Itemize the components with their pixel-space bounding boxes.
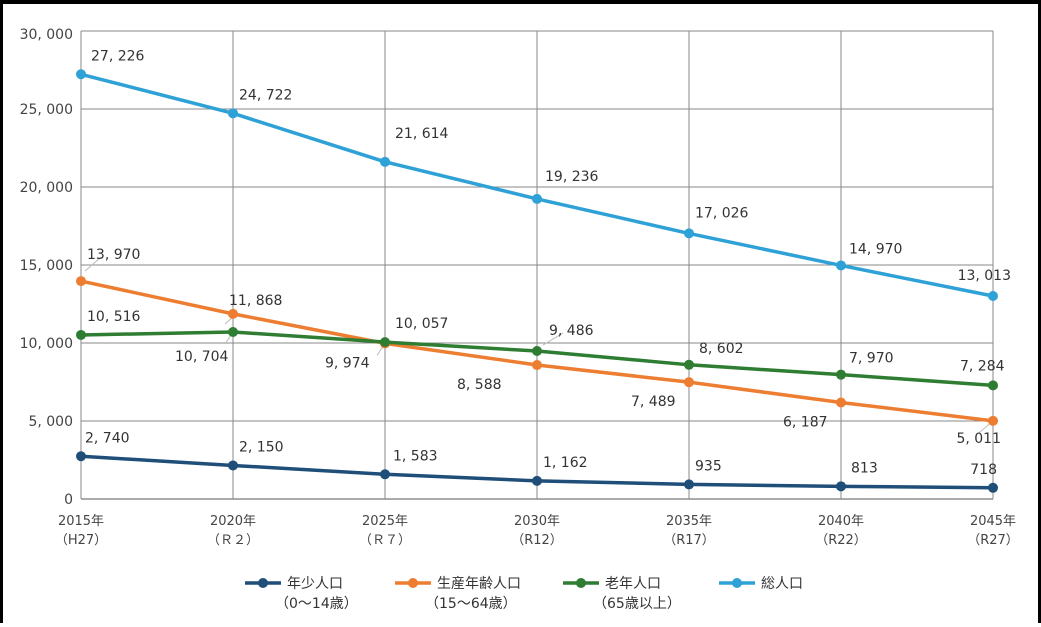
data-point bbox=[76, 329, 86, 340]
x-tick-era-label: （R12） bbox=[511, 533, 563, 548]
x-tick-label: 2030年 bbox=[514, 514, 560, 529]
data-label: 1, 162 bbox=[543, 455, 588, 471]
data-label: 24, 722 bbox=[239, 87, 292, 103]
data-point bbox=[988, 290, 998, 301]
series-group bbox=[76, 69, 998, 493]
x-tick-label: 2040年 bbox=[818, 514, 864, 529]
data-label: 1, 583 bbox=[393, 448, 438, 464]
x-axis: 2015年 （H27） 2020年 （Ｒ２） 2025年 （Ｒ７） 2030年 （R12） 20… bbox=[55, 514, 1019, 548]
data-label: 21, 614 bbox=[395, 126, 449, 142]
data-point bbox=[684, 479, 694, 490]
data-point bbox=[532, 193, 542, 204]
y-tick-label: 15, 000 bbox=[20, 258, 73, 274]
data-label: 9, 486 bbox=[549, 323, 594, 339]
leader-line bbox=[542, 332, 564, 346]
data-point bbox=[532, 360, 542, 371]
data-point bbox=[380, 156, 390, 167]
y-tick-label: 5, 000 bbox=[28, 414, 73, 430]
line-chart: 0 5, 000 10, 000 15, 000 20, 000 25, 000 30, 0… bbox=[20, 27, 1019, 612]
data-label: 10, 516 bbox=[87, 309, 141, 325]
legend-swatch-marker bbox=[732, 578, 742, 588]
data-point bbox=[380, 337, 390, 348]
data-label: 14, 970 bbox=[849, 241, 902, 257]
x-tick-era-label: （Ｒ７） bbox=[359, 533, 411, 548]
data-point bbox=[684, 377, 694, 388]
data-point bbox=[684, 359, 694, 370]
data-point bbox=[532, 475, 542, 486]
legend-swatch-marker bbox=[258, 578, 268, 588]
data-label: 5, 011 bbox=[956, 431, 1001, 447]
legend-label: 総人口 bbox=[761, 576, 803, 592]
data-label: 13, 970 bbox=[87, 247, 140, 263]
data-point bbox=[228, 460, 238, 471]
data-point bbox=[228, 108, 238, 119]
data-label: 13, 013 bbox=[958, 268, 1011, 284]
data-label: 7, 489 bbox=[631, 394, 676, 410]
y-tick-label: 30, 000 bbox=[20, 27, 73, 43]
x-tick-label: 2020年 bbox=[210, 514, 256, 529]
data-label: 935 bbox=[695, 458, 722, 474]
data-point bbox=[228, 308, 238, 319]
grid bbox=[80, 30, 994, 500]
data-label: 7, 970 bbox=[849, 351, 894, 367]
legend-swatch-marker bbox=[408, 578, 418, 588]
legend: 年少人口 （0～14歳） 生産年齢人口 （15～64歳） 老年人口 （65歳以上） 総人口 bbox=[245, 576, 803, 612]
leader-line bbox=[84, 256, 102, 272]
x-tick-label: 2025年 bbox=[362, 514, 408, 529]
data-label: 10, 704 bbox=[175, 349, 229, 365]
data-label: 6, 187 bbox=[783, 414, 828, 430]
data-label: 10, 057 bbox=[395, 316, 448, 332]
data-point bbox=[836, 369, 846, 380]
data-point bbox=[380, 469, 390, 480]
data-label: 718 bbox=[970, 462, 997, 478]
x-tick-era-label: （Ｒ２） bbox=[207, 533, 259, 548]
x-tick-era-label: （R22） bbox=[815, 533, 867, 548]
data-label: 8, 588 bbox=[457, 377, 502, 393]
data-point bbox=[836, 397, 846, 408]
data-point bbox=[988, 380, 998, 391]
data-label: 2, 740 bbox=[85, 430, 130, 446]
legend-label: 老年人口 bbox=[605, 576, 661, 592]
data-label: 8, 602 bbox=[699, 341, 744, 357]
data-label: 9, 974 bbox=[325, 355, 370, 371]
data-point bbox=[988, 482, 998, 493]
data-label: 11, 868 bbox=[229, 293, 282, 309]
data-labels: 2, 740 2, 150 1, 583 1, 162 935 813 718 13, 970… bbox=[85, 48, 1011, 478]
legend-sublabel: （0～14歳） bbox=[275, 596, 358, 612]
data-point bbox=[684, 228, 694, 239]
data-point bbox=[988, 415, 998, 426]
data-point bbox=[76, 276, 86, 287]
legend-sublabel: （65歳以上） bbox=[593, 596, 681, 612]
data-point bbox=[228, 327, 238, 338]
data-label: 17, 026 bbox=[695, 205, 749, 221]
x-tick-label: 2035年 bbox=[666, 514, 712, 529]
data-label: 27, 226 bbox=[91, 48, 145, 64]
data-point bbox=[76, 69, 86, 80]
label-leader-lines bbox=[84, 256, 994, 434]
x-tick-era-label: （H27） bbox=[55, 533, 107, 548]
data-label: 813 bbox=[851, 460, 878, 476]
legend-label: 生産年齢人口 bbox=[437, 576, 521, 592]
y-tick-label: 25, 000 bbox=[20, 102, 73, 118]
y-tick-label: 0 bbox=[64, 492, 73, 508]
x-tick-label: 2015年 bbox=[58, 514, 104, 529]
data-point bbox=[532, 346, 542, 357]
y-axis: 0 5, 000 10, 000 15, 000 20, 000 25, 000 30, 0… bbox=[20, 27, 73, 508]
legend-sublabel: （15～64歳） bbox=[425, 596, 517, 612]
y-tick-label: 10, 000 bbox=[20, 336, 73, 352]
y-tick-label: 20, 000 bbox=[20, 180, 73, 196]
data-point bbox=[76, 451, 86, 462]
data-label: 19, 236 bbox=[545, 169, 599, 185]
data-point bbox=[836, 260, 846, 271]
data-label: 2, 150 bbox=[239, 439, 284, 455]
x-tick-era-label: （R27） bbox=[967, 533, 1019, 548]
legend-swatch-marker bbox=[576, 578, 586, 588]
x-tick-era-label: （R17） bbox=[663, 533, 715, 548]
data-point bbox=[836, 481, 846, 492]
x-tick-label: 2045年 bbox=[970, 514, 1016, 529]
legend-label: 年少人口 bbox=[287, 576, 343, 592]
data-label: 7, 284 bbox=[960, 358, 1005, 374]
